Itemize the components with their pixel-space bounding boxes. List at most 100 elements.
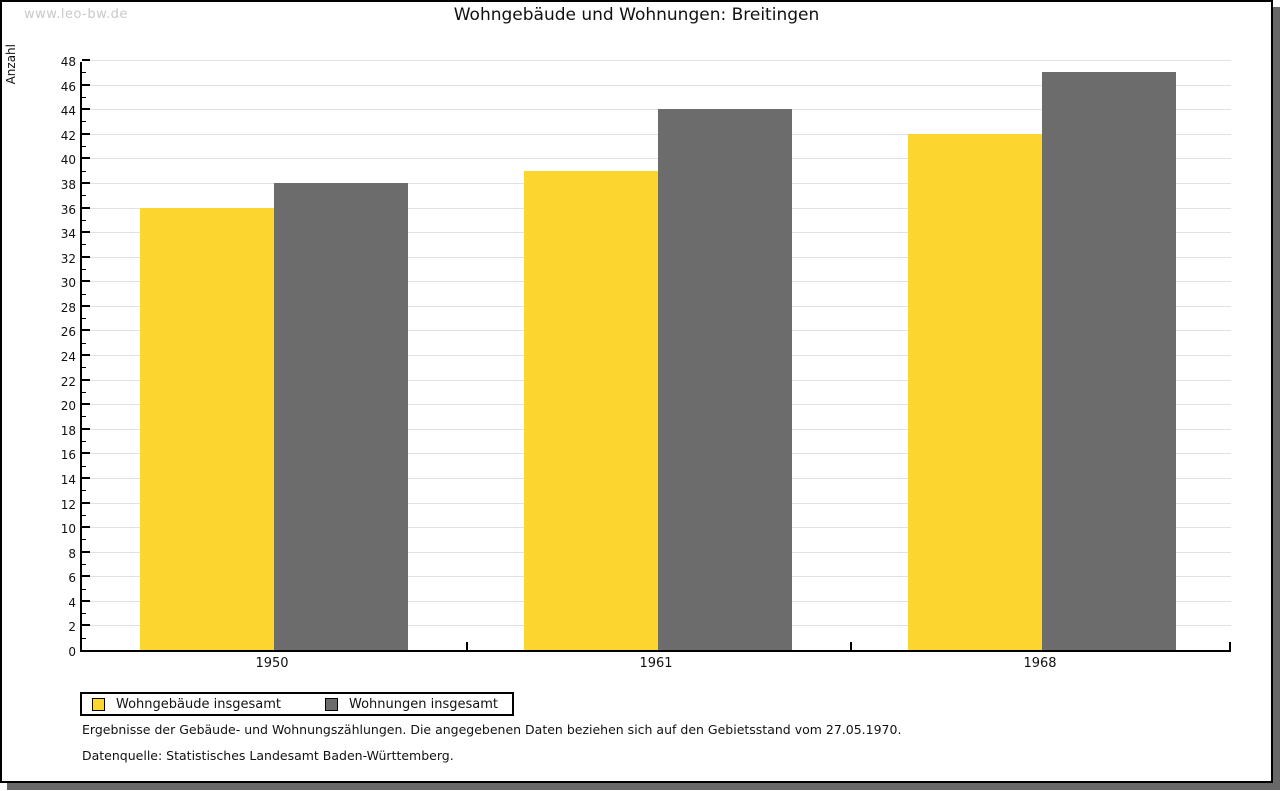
- gridline-y-48: [82, 60, 1231, 61]
- y-tick-label-38: 38: [60, 177, 76, 192]
- y-axis-tick: [82, 465, 86, 467]
- y-axis-tick: [82, 72, 86, 74]
- y-axis-title: Anzahl: [4, 44, 18, 85]
- y-axis-tick: [82, 146, 86, 148]
- y-axis-tick: [82, 59, 90, 61]
- bar-wohnungen-1961: [658, 109, 792, 650]
- y-axis-tick: [82, 108, 90, 111]
- y-tick-label-26: 26: [60, 325, 76, 340]
- y-tick-label-18: 18: [60, 423, 76, 438]
- y-axis-tick: [82, 280, 90, 283]
- y-tick-label-6: 6: [68, 571, 76, 586]
- y-axis-tick: [82, 329, 90, 332]
- legend-label: Wohnungen insgesamt: [349, 696, 498, 712]
- y-tick-label-28: 28: [60, 300, 76, 315]
- y-axis-tick: [82, 514, 86, 516]
- y-axis-tick: [82, 624, 90, 627]
- y-tick-label-44: 44: [60, 104, 76, 119]
- x-tick-label-1968: 1968: [1023, 656, 1057, 671]
- y-axis-tick: [82, 563, 86, 565]
- x-tick-label-1961: 1961: [639, 656, 673, 671]
- y-axis-tick: [82, 378, 90, 381]
- y-tick-label-48: 48: [60, 55, 76, 69]
- x-tick-label-1950: 1950: [255, 656, 289, 671]
- y-tick-label-10: 10: [60, 522, 76, 537]
- bar-wohnungen-1950: [274, 182, 408, 650]
- y-axis-tick: [82, 575, 90, 578]
- gridline-y-46: [82, 84, 1231, 86]
- y-axis-tick: [82, 96, 86, 98]
- gridline-y-40: [82, 158, 1231, 160]
- bar-wohnungen-1968: [1042, 72, 1176, 650]
- y-axis-tick: [82, 157, 90, 160]
- y-axis-tick: [82, 501, 90, 504]
- y-axis-tick: [82, 613, 86, 615]
- footnote-line-2: Datenquelle: Statistisches Landesamt Bad…: [82, 748, 454, 763]
- y-axis-tick: [82, 416, 86, 418]
- legend: Wohngebäude insgesamt Wohnungen insgesamt: [80, 692, 514, 716]
- watermark: www.leo-bw.de: [24, 7, 128, 22]
- y-axis-tick: [82, 539, 86, 541]
- y-axis-tick: [82, 427, 90, 430]
- y-tick-label-46: 46: [60, 79, 76, 94]
- y-axis-tick: [82, 255, 90, 258]
- x-axis-tick-labels: 1950 1961 1968: [80, 656, 1231, 676]
- footnote-line-1: Ergebnisse der Gebäude- und Wohnungszähl…: [82, 722, 902, 737]
- y-tick-label-20: 20: [60, 399, 76, 414]
- y-tick-label-0: 0: [68, 645, 76, 659]
- legend-swatch-icon: [92, 697, 105, 711]
- y-tick-label-22: 22: [60, 374, 76, 389]
- plot-area: [80, 59, 1231, 652]
- y-axis-tick: [82, 441, 86, 443]
- y-axis-tick: [82, 170, 86, 172]
- y-axis-tick: [82, 342, 86, 344]
- y-axis-tick: [82, 195, 86, 197]
- y-tick-label-16: 16: [60, 448, 76, 463]
- y-axis-tick: [82, 367, 86, 369]
- chart-title: Wohngebäude und Wohnungen: Breitingen: [453, 5, 820, 25]
- gridline-y-44: [82, 109, 1231, 111]
- y-axis-tick: [82, 132, 90, 135]
- legend-item-wohngebaeude: Wohngebäude insgesamt: [92, 697, 281, 712]
- y-tick-label-12: 12: [60, 497, 76, 512]
- y-tick-label-30: 30: [60, 276, 76, 291]
- y-axis-tick-labels: 0 2 4 6 8 10 12 14 16 18 20 22 24 26 28 30 32 34 36 38 40 42 4…: [42, 55, 76, 659]
- gridline-y-42: [82, 133, 1231, 135]
- y-tick-label-42: 42: [60, 128, 76, 143]
- y-axis-tick: [82, 490, 86, 492]
- bar-wohngebaeude-1968: [908, 133, 1042, 650]
- y-axis-tick: [82, 293, 86, 295]
- y-tick-label-4: 4: [68, 595, 76, 610]
- y-axis-tick: [82, 318, 86, 320]
- y-axis-tick: [82, 526, 90, 529]
- y-axis-tick: [82, 83, 90, 86]
- y-tick-label-24: 24: [60, 350, 76, 364]
- y-tick-label-8: 8: [68, 546, 76, 561]
- y-tick-label-34: 34: [60, 227, 76, 242]
- y-axis-tick: [82, 304, 90, 307]
- legend-label: Wohngebäude insgesamt: [116, 696, 281, 712]
- legend-swatch-icon: [325, 697, 338, 711]
- legend-item-wohnungen: Wohnungen insgesamt: [325, 697, 498, 712]
- y-axis-tick: [82, 181, 90, 184]
- y-axis-tick: [82, 219, 86, 221]
- y-tick-label-2: 2: [68, 620, 76, 635]
- y-axis-tick: [82, 588, 86, 590]
- y-axis-tick: [82, 403, 90, 406]
- x-axis-separator-tick: [850, 642, 852, 650]
- y-axis-tick: [82, 637, 86, 639]
- y-axis-tick: [82, 268, 86, 270]
- y-axis-tick: [82, 121, 86, 123]
- x-axis-end-tick: [1229, 642, 1231, 650]
- y-tick-label-14: 14: [60, 472, 76, 487]
- bar-wohngebaeude-1961: [524, 170, 658, 650]
- y-axis-tick: [82, 244, 86, 246]
- y-axis-tick: [82, 599, 90, 602]
- y-axis-tick: [82, 391, 86, 393]
- y-axis-tick: [82, 354, 90, 356]
- y-tick-label-40: 40: [60, 153, 76, 168]
- y-axis-tick: [82, 476, 90, 479]
- y-tick-label-36: 36: [60, 202, 76, 217]
- x-axis-separator-tick: [466, 642, 468, 650]
